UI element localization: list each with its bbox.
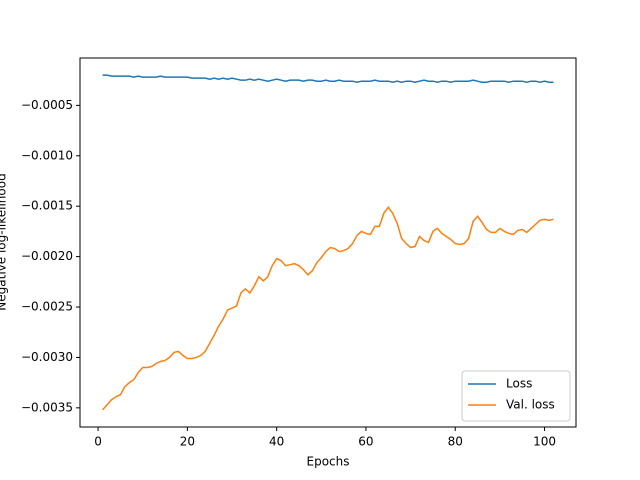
x-tick-label: 60 xyxy=(358,435,373,449)
x-axis-label: Epochs xyxy=(307,455,350,469)
y-tick-label: −0.0015 xyxy=(21,199,73,213)
x-tick-label: 40 xyxy=(269,435,284,449)
x-tick-label: 100 xyxy=(533,435,556,449)
y-tick-label: −0.0025 xyxy=(21,300,73,314)
x-tick-label: 20 xyxy=(180,435,195,449)
y-tick-label: −0.0005 xyxy=(21,98,73,112)
x-tick-label: 0 xyxy=(94,435,102,449)
y-tick-label: −0.0020 xyxy=(21,249,73,263)
legend-label: Val. loss xyxy=(506,398,555,412)
y-tick-label: −0.0035 xyxy=(21,400,73,414)
y-tick-label: −0.0010 xyxy=(21,148,73,162)
y-tick-label: −0.0030 xyxy=(21,350,73,364)
x-tick-label: 80 xyxy=(448,435,463,449)
series-line xyxy=(101,205,554,411)
legend-label: Loss xyxy=(506,377,532,391)
series-line xyxy=(102,74,554,83)
plot-frame xyxy=(79,57,577,428)
y-axis-label: Negative log-likelihood xyxy=(0,173,9,310)
